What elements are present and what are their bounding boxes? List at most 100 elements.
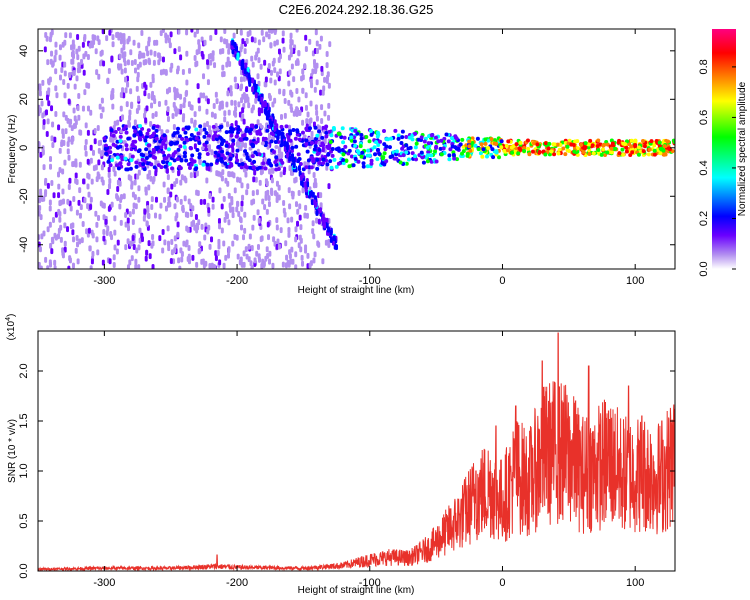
heatmap-cell bbox=[89, 203, 93, 210]
heatmap-cell bbox=[106, 225, 110, 232]
heatmap-cell bbox=[158, 213, 162, 220]
heatmap-cell bbox=[287, 80, 291, 87]
heatmap-cell bbox=[238, 259, 242, 266]
heatmap-cell bbox=[256, 47, 260, 54]
heatmap-cell bbox=[250, 36, 254, 43]
heatmap-cell bbox=[116, 186, 120, 193]
heatmap-cell bbox=[304, 34, 308, 41]
heatmap-cell bbox=[187, 244, 191, 251]
heatmap-cell bbox=[400, 129, 405, 134]
heatmap-cell bbox=[258, 179, 262, 186]
heatmap-cell bbox=[543, 141, 548, 146]
colorbar-gradient bbox=[712, 29, 736, 269]
heatmap-cell bbox=[244, 151, 249, 156]
heatmap-cell bbox=[241, 38, 245, 45]
heatmap-cell bbox=[109, 128, 114, 133]
heatmap-cell bbox=[164, 99, 168, 106]
heatmap-cell bbox=[68, 255, 72, 262]
heatmap-cell bbox=[309, 165, 314, 170]
heatmap-cell bbox=[200, 258, 204, 265]
heatmap-cell bbox=[99, 60, 103, 67]
heatmap-cell bbox=[79, 204, 83, 211]
heatmap-cell bbox=[617, 151, 622, 156]
heatmap-cell bbox=[278, 88, 282, 95]
heatmap-cell bbox=[234, 111, 238, 118]
heatmap-cell bbox=[263, 101, 267, 108]
heatmap-cell bbox=[244, 127, 249, 132]
heatmap-cell bbox=[300, 254, 304, 261]
heatmap-cell bbox=[118, 139, 123, 144]
heatmap-cell bbox=[257, 39, 261, 46]
heatmap-cell bbox=[116, 119, 120, 126]
heatmap-cell bbox=[236, 253, 240, 260]
heatmap-cell bbox=[67, 98, 71, 105]
heatmap-cell bbox=[317, 129, 322, 134]
heatmap-cell bbox=[111, 103, 115, 110]
heatmap-cell bbox=[147, 57, 151, 64]
heatmap-cell bbox=[155, 39, 159, 46]
heatmap-cell bbox=[549, 149, 554, 154]
heatmap-cell bbox=[327, 226, 331, 233]
heatmap-cell bbox=[313, 251, 317, 258]
heatmap-cell bbox=[132, 133, 137, 138]
heatmap-cell bbox=[399, 140, 404, 145]
heatmap-cell bbox=[115, 248, 119, 255]
heatmap-cell bbox=[66, 226, 70, 233]
heatmap-cell bbox=[311, 228, 315, 235]
heatmap-cell bbox=[102, 228, 106, 235]
heatmap-cell bbox=[148, 253, 152, 260]
heatmap-cell bbox=[208, 125, 212, 132]
heatmap-cell bbox=[154, 128, 159, 133]
heatmap-cell bbox=[605, 150, 610, 155]
heatmap-cell bbox=[138, 124, 143, 129]
heatmap-cell bbox=[217, 218, 221, 225]
heatmap-cell bbox=[182, 154, 187, 159]
heatmap-cell bbox=[531, 141, 536, 146]
heatmap-cell bbox=[63, 39, 67, 46]
heatmap-cell bbox=[295, 106, 299, 113]
heatmap-cell bbox=[241, 107, 245, 114]
heatmap-cell bbox=[233, 76, 237, 83]
heatmap-cell bbox=[83, 144, 87, 151]
heatmap-cell bbox=[83, 197, 87, 204]
heatmap-cell bbox=[189, 203, 193, 210]
heatmap-cell bbox=[102, 60, 106, 67]
heatmap-cell bbox=[341, 161, 346, 166]
heatmap-cell bbox=[84, 122, 88, 129]
heatmap-cell bbox=[263, 157, 267, 164]
heatmap-cell bbox=[278, 68, 282, 75]
heatmap-cell bbox=[256, 209, 260, 216]
heatmap-cell bbox=[54, 211, 58, 218]
heatmap-cell bbox=[231, 138, 236, 143]
heatmap-cell bbox=[78, 129, 82, 136]
heatmap-cell bbox=[104, 218, 108, 225]
heatmap-cell bbox=[332, 157, 337, 162]
heatmap-cell bbox=[473, 143, 478, 148]
heatmap-cell bbox=[60, 67, 64, 74]
heatmap-cell bbox=[152, 59, 156, 66]
heatmap-cell bbox=[251, 86, 255, 93]
heatmap-cell bbox=[217, 238, 221, 245]
heatmap-cell bbox=[315, 79, 319, 86]
heatmap-cell bbox=[50, 179, 54, 186]
heatmap-cell bbox=[58, 54, 62, 61]
heatmap-cell bbox=[249, 260, 253, 267]
heatmap-cell bbox=[46, 226, 50, 233]
heatmap-cell bbox=[204, 130, 209, 135]
heatmap-cell bbox=[161, 140, 166, 145]
heatmap-cell bbox=[282, 46, 286, 53]
heatmap-cell bbox=[133, 59, 137, 66]
heatmap-cell bbox=[175, 140, 180, 145]
heatmap-cell bbox=[483, 137, 488, 142]
heatmap-cell bbox=[107, 67, 111, 74]
heatmap-cell bbox=[93, 34, 97, 41]
heatmap-cell bbox=[286, 259, 290, 266]
heatmap-cell bbox=[58, 200, 62, 207]
heatmap-cell bbox=[164, 37, 168, 44]
heatmap-cell bbox=[304, 186, 308, 193]
heatmap-cell bbox=[256, 73, 260, 80]
heatmap-cell bbox=[459, 151, 464, 156]
x-tick-label: 100 bbox=[626, 275, 644, 287]
heatmap-cell bbox=[166, 116, 170, 123]
heatmap-cell bbox=[314, 139, 318, 146]
